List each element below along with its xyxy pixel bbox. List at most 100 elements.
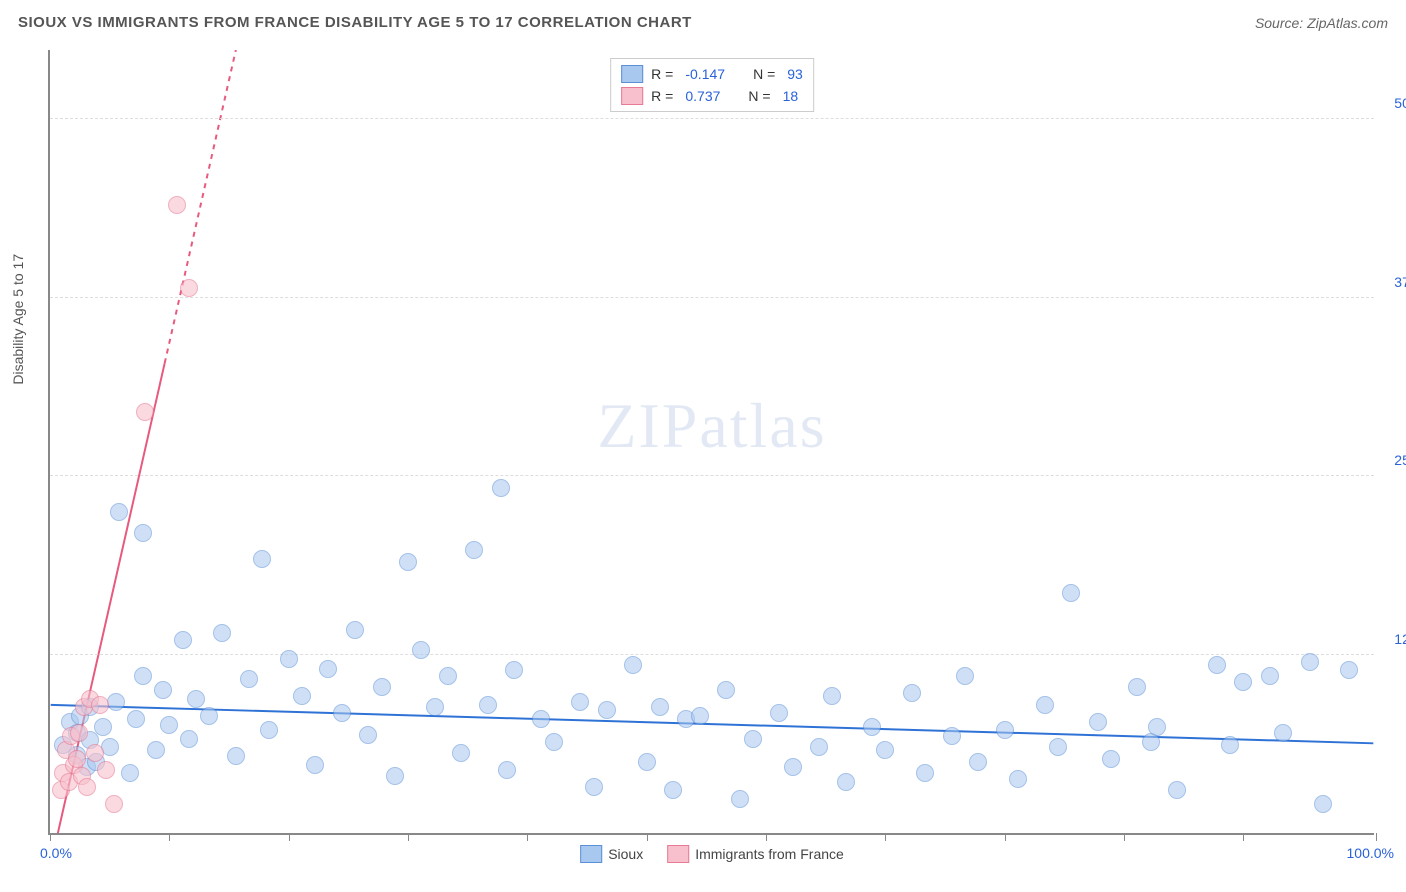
data-point <box>717 681 735 699</box>
legend-n-label: N = <box>748 88 770 104</box>
x-tick <box>1005 833 1006 841</box>
data-point <box>346 621 364 639</box>
data-point <box>333 704 351 722</box>
legend-series-item: Sioux <box>580 845 643 863</box>
x-tick <box>1376 833 1377 841</box>
trend-lines-layer <box>50 50 1374 833</box>
y-tick-label: 12.5% <box>1379 631 1406 647</box>
data-point <box>1314 795 1332 813</box>
data-point <box>1168 781 1186 799</box>
legend-r-value: -0.147 <box>685 66 725 82</box>
y-tick-label: 50.0% <box>1379 95 1406 111</box>
x-tick <box>408 833 409 841</box>
data-point <box>1009 770 1027 788</box>
data-point <box>134 667 152 685</box>
data-point <box>97 761 115 779</box>
chart-title: SIOUX VS IMMIGRANTS FROM FRANCE DISABILI… <box>18 14 692 31</box>
data-point <box>180 730 198 748</box>
data-point <box>505 661 523 679</box>
data-point <box>498 761 516 779</box>
x-axis-min-label: 0.0% <box>40 845 72 861</box>
data-point <box>260 721 278 739</box>
data-point <box>227 747 245 765</box>
data-point <box>240 670 258 688</box>
watermark-text: ZIPatlas <box>597 389 826 463</box>
data-point <box>412 641 430 659</box>
legend-n-value: 93 <box>787 66 803 82</box>
legend-n-value: 18 <box>783 88 799 104</box>
legend-r-label: R = <box>651 88 673 104</box>
data-point <box>1128 678 1146 696</box>
legend-swatch <box>667 845 689 863</box>
gridline <box>50 118 1374 119</box>
data-point <box>1208 656 1226 674</box>
source-label: Source: ZipAtlas.com <box>1255 15 1388 31</box>
data-point <box>876 741 894 759</box>
legend-swatch <box>621 87 643 105</box>
legend-row: R = 0.737 N = 18 <box>621 85 803 107</box>
gridline <box>50 654 1374 655</box>
x-tick <box>289 833 290 841</box>
data-point <box>386 767 404 785</box>
x-tick <box>1124 833 1125 841</box>
data-point <box>127 710 145 728</box>
data-point <box>110 503 128 521</box>
data-point <box>863 718 881 736</box>
data-point <box>651 698 669 716</box>
data-point <box>810 738 828 756</box>
data-point <box>160 716 178 734</box>
data-point <box>1301 653 1319 671</box>
data-point <box>293 687 311 705</box>
data-point <box>70 724 88 742</box>
data-point <box>943 727 961 745</box>
correlation-legend: R = -0.147 N = 93 R = 0.737 N = 18 <box>610 58 814 112</box>
data-point <box>1036 696 1054 714</box>
legend-r-value: 0.737 <box>685 88 720 104</box>
legend-series-label: Sioux <box>608 846 643 862</box>
gridline <box>50 297 1374 298</box>
data-point <box>1274 724 1292 742</box>
data-point <box>105 795 123 813</box>
data-point <box>168 196 186 214</box>
y-tick-label: 37.5% <box>1379 274 1406 290</box>
gridline <box>50 475 1374 476</box>
data-point <box>837 773 855 791</box>
data-point <box>213 624 231 642</box>
data-point <box>969 753 987 771</box>
y-axis-label: Disability Age 5 to 17 <box>10 253 26 384</box>
data-point <box>465 541 483 559</box>
data-point <box>585 778 603 796</box>
legend-swatch <box>621 65 643 83</box>
data-point <box>452 744 470 762</box>
data-point <box>253 550 271 568</box>
data-point <box>996 721 1014 739</box>
x-tick <box>527 833 528 841</box>
x-axis-max-label: 100.0% <box>1347 845 1394 861</box>
data-point <box>916 764 934 782</box>
data-point <box>744 730 762 748</box>
data-point <box>86 744 104 762</box>
data-point <box>1102 750 1120 768</box>
x-tick <box>885 833 886 841</box>
data-point <box>147 741 165 759</box>
data-point <box>94 718 112 736</box>
x-tick <box>50 833 51 841</box>
data-point <box>187 690 205 708</box>
data-point <box>1340 661 1358 679</box>
data-point <box>439 667 457 685</box>
legend-series-label: Immigrants from France <box>695 846 844 862</box>
data-point <box>1049 738 1067 756</box>
x-tick <box>647 833 648 841</box>
data-point <box>180 279 198 297</box>
data-point <box>691 707 709 725</box>
data-point <box>1261 667 1279 685</box>
data-point <box>426 698 444 716</box>
data-point <box>571 693 589 711</box>
data-point <box>731 790 749 808</box>
series-legend: Sioux Immigrants from France <box>580 845 844 863</box>
data-point <box>598 701 616 719</box>
x-tick <box>1243 833 1244 841</box>
legend-r-label: R = <box>651 66 673 82</box>
data-point <box>492 479 510 497</box>
data-point <box>1148 718 1166 736</box>
